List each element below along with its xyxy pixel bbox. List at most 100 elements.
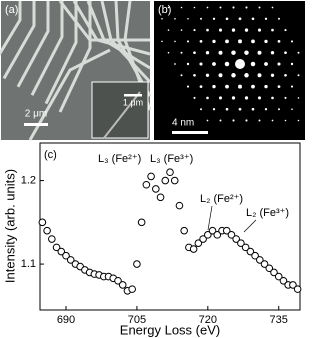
data-point [232,235,240,243]
panel-label: (a) [5,4,18,16]
spot [290,85,294,88]
wire [0,1,22,57]
spot [212,108,216,111]
spot [297,119,300,122]
spot [231,50,236,55]
x-tick-label: 705 [128,314,146,326]
annotation: L₂ (Fe³⁺) [246,207,289,219]
data-point [208,226,217,235]
data-point [274,272,283,281]
data-point [289,281,297,289]
data-point [293,285,302,293]
data-point [265,264,274,273]
spot [264,62,268,66]
data-point [133,260,141,268]
spot [225,39,229,44]
data-point [118,281,127,289]
spot [251,39,255,44]
data-point [279,276,288,285]
spot [167,29,170,31]
spot [291,108,293,110]
spot [180,51,183,54]
scale-bar [172,131,208,134]
wires [0,0,152,141]
inset [91,81,149,139]
spot [238,17,242,21]
spot [277,62,281,66]
spot [180,74,183,77]
spot [174,18,176,20]
spot [167,51,170,54]
diffraction-spots [161,6,300,122]
data-point [114,276,122,285]
spot [270,51,275,55]
data-point [256,256,264,264]
spot [219,6,222,9]
scale-label: 4 nm [172,118,194,129]
spot [212,84,216,89]
spot [231,96,236,100]
spot [167,6,170,9]
data-point [175,201,184,210]
spot [257,73,262,78]
spot [271,96,274,100]
spot [200,108,202,111]
spot [235,59,245,69]
spot [284,73,287,77]
spot [218,73,223,78]
spot [284,119,287,122]
spot [231,73,236,78]
spot [270,73,275,77]
data-point [147,172,155,181]
wire [86,0,151,70]
spot [290,62,294,66]
scale-label: 2 μm [25,109,47,120]
spot [212,62,216,66]
annotation-pointer [243,219,257,233]
data-point [270,268,278,277]
spot [278,108,280,111]
spot [297,74,300,77]
spot [225,84,229,89]
annotation: L₃ (Fe³⁺) [150,153,193,165]
spot [264,39,268,44]
spot [186,85,190,88]
wire [58,1,92,113]
spot [284,96,287,99]
spot [271,28,274,32]
spot [264,84,268,89]
plot-frame [39,142,301,311]
inset-scale-label: 1 μm [123,97,143,107]
micrograph-b [154,1,305,140]
spot [218,50,223,55]
spot [206,119,209,122]
spot [206,96,209,100]
data-point [156,193,165,202]
wire [100,0,152,84]
data-point [152,185,160,193]
spot [271,119,274,122]
spot [257,28,262,32]
data-point [246,247,255,256]
spot [244,96,249,100]
spot [251,17,255,21]
data-point [38,218,47,227]
spot [251,107,255,111]
spot [244,50,249,55]
spot [271,6,274,9]
inset-wire [103,91,141,139]
data-point [142,180,151,189]
spot [206,28,209,32]
spot [297,97,300,99]
spot [161,40,163,43]
data-point [57,247,66,256]
inset-scale-bar [124,94,142,97]
spot [193,73,196,77]
data-point [222,226,231,235]
spot [206,6,209,9]
spot [212,17,216,20]
spot [250,61,256,67]
spot [225,17,229,21]
data-point [43,226,51,235]
